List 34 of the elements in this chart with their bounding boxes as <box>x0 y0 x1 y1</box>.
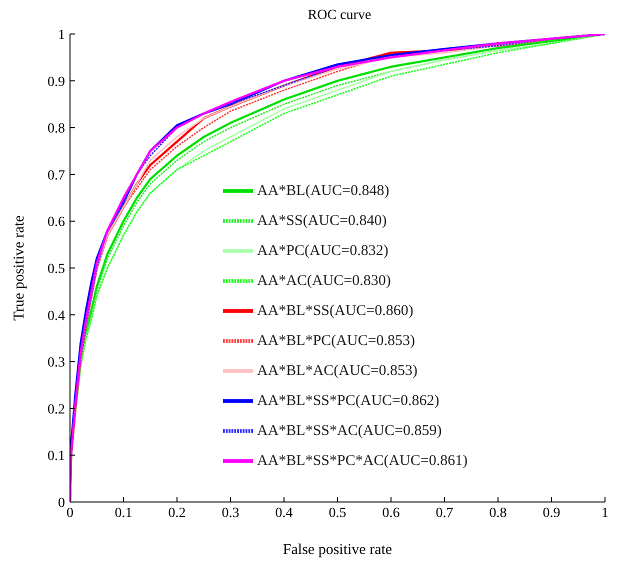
y-tick-label: 0.6 <box>48 215 65 230</box>
x-tick-label: 0.1 <box>114 506 132 521</box>
legend-label: AA*BL*SS*AC(AUC=0.859) <box>257 422 442 439</box>
chart-title: ROC curve <box>306 8 372 25</box>
legend-label: AA*SS(AUC=0.840) <box>257 212 387 229</box>
y-tick-label: 0.9 <box>48 74 65 90</box>
legend-label: AA*AC(AUC=0.830) <box>257 272 391 289</box>
x-tick-label: 0.7 <box>436 506 454 521</box>
y-tick-label: 0.4 <box>48 308 65 324</box>
x-tick-label: 1 <box>602 506 608 521</box>
y-tick-label: 0.2 <box>48 402 65 418</box>
legend-label: AA*BL*PC(AUC=0.853) <box>257 332 416 349</box>
x-tick-label: 0.5 <box>328 506 346 521</box>
x-tick-label: 0.2 <box>168 506 186 521</box>
y-tick-label: 1 <box>58 28 65 43</box>
x-tick-label: 0.3 <box>222 506 240 521</box>
legend-label: AA*BL*AC(AUC=0.853) <box>257 362 418 379</box>
y-tick-label: 0.7 <box>48 168 65 184</box>
x-axis-title: False positive rate <box>282 542 392 558</box>
y-tick-label: 0.1 <box>48 449 65 464</box>
y-tick-label: 0.8 <box>48 122 65 137</box>
y-tick-label: 0.3 <box>48 356 65 371</box>
legend-label: AA*BL*SS*PC*AC(AUC=0.861) <box>257 452 468 469</box>
y-tick-label: 0.5 <box>48 262 65 277</box>
legend-label: AA*BL*SS*PC(AUC=0.862) <box>257 392 440 409</box>
y-axis-title: True positive rate <box>11 215 28 321</box>
y-tick-label: 0 <box>58 496 65 511</box>
x-tick-label: 0.6 <box>382 506 400 521</box>
x-tick-label: 0.4 <box>275 506 293 521</box>
x-tick-label: 0.8 <box>489 506 507 521</box>
legend-label: AA*BL*SS(AUC=0.860) <box>257 302 414 319</box>
legend-label: AA*PC(AUC=0.832) <box>257 242 388 259</box>
x-tick-label: 0.9 <box>542 506 560 521</box>
legend-label: AA*BL(AUC=0.848) <box>257 182 390 199</box>
